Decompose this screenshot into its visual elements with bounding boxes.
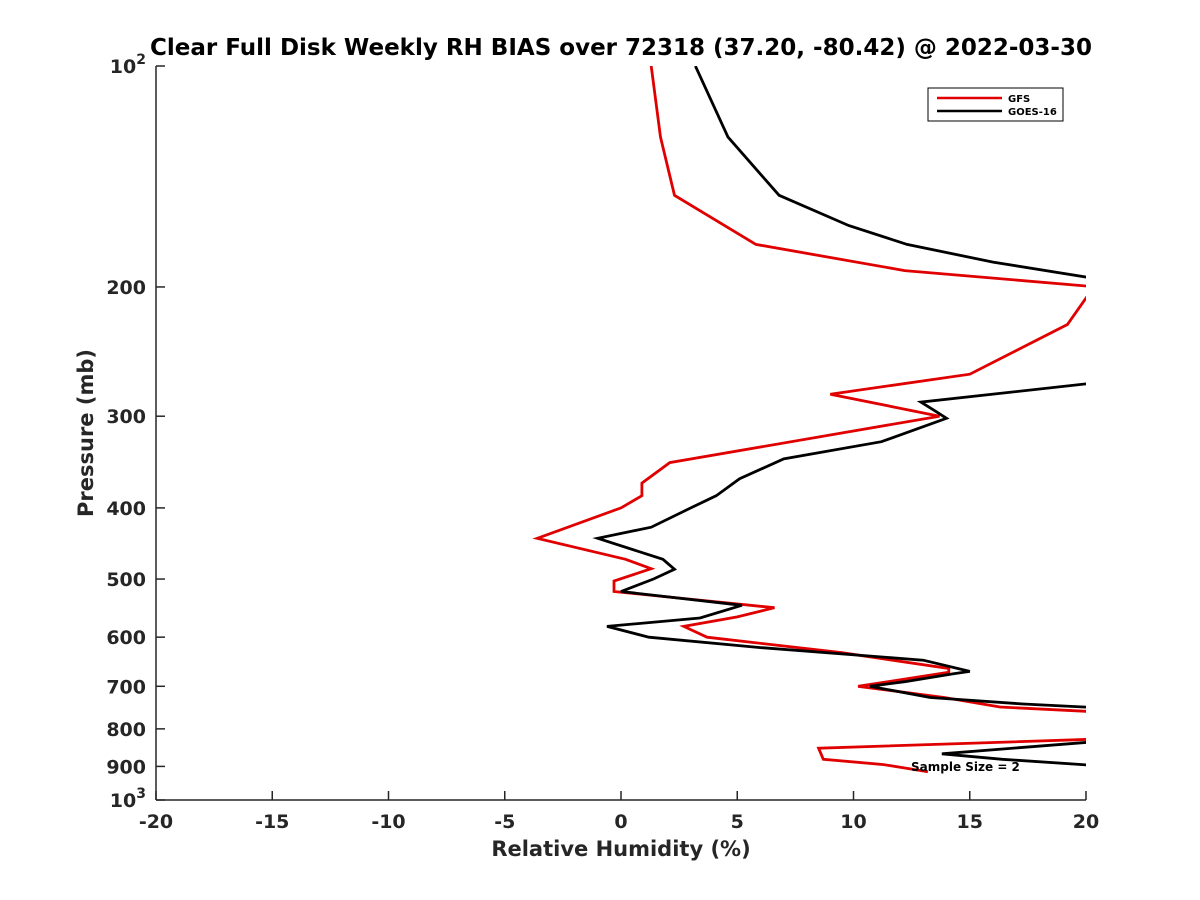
sample-size-annotation: Sample Size = 2 xyxy=(911,760,1020,774)
y-tick-label: 800 xyxy=(106,719,146,741)
axes-layer xyxy=(155,66,1086,801)
y-tick-label: 103 xyxy=(110,786,146,812)
x-tick-label: -20 xyxy=(139,811,173,833)
y-tick-label-base: 700 xyxy=(106,676,146,698)
x-axis-label: Relative Humidity (%) xyxy=(491,837,750,861)
x-tick-label: -5 xyxy=(494,811,515,833)
y-tick-label: 500 xyxy=(106,569,146,591)
x-tick-label: -10 xyxy=(371,811,405,833)
x-ticks: -20 -15 -10 -5 0 5 10 15 20 xyxy=(139,791,1099,833)
x-tick-label: 10 xyxy=(840,811,866,833)
series-layer xyxy=(532,66,1086,774)
series-line-gfs xyxy=(532,66,1086,774)
y-tick-label-base: 10 xyxy=(110,790,136,812)
legend-label: GOES-16 xyxy=(1008,107,1057,118)
x-tick-label: 0 xyxy=(614,811,627,833)
y-tick-label-base: 400 xyxy=(106,498,146,520)
y-tick-label-base: 800 xyxy=(106,719,146,741)
y-tick-label: 600 xyxy=(106,627,146,649)
x-tick-label: 15 xyxy=(957,811,983,833)
chart-title: Clear Full Disk Weekly RH BIAS over 7231… xyxy=(150,35,1092,61)
x-tick-label: -15 xyxy=(255,811,289,833)
y-tick-label-base: 300 xyxy=(106,406,146,428)
y-tick-label: 300 xyxy=(106,406,146,428)
legend: GFS GOES-16 xyxy=(927,87,1064,122)
y-tick-label: 900 xyxy=(106,756,146,778)
legend-label: GFS xyxy=(1008,94,1030,105)
legend-box xyxy=(927,87,1064,122)
y-tick-label: 400 xyxy=(106,498,146,520)
y-tick-label-base: 900 xyxy=(106,756,146,778)
x-tick-label: 20 xyxy=(1073,811,1099,833)
y-tick-label-exponent: 2 xyxy=(136,52,146,68)
y-tick-label: 200 xyxy=(106,277,146,299)
y-tick-label-base: 200 xyxy=(106,277,146,299)
y-tick-label-base: 600 xyxy=(106,627,146,649)
series-line-goes-16 xyxy=(592,66,1086,767)
y-tick-label: 102 xyxy=(110,52,146,78)
x-tick-label: 5 xyxy=(731,811,744,833)
y-tick-label-base: 10 xyxy=(110,56,136,78)
y-tick-label-exponent: 3 xyxy=(136,786,146,802)
y-axis-label: Pressure (mb) xyxy=(74,349,98,517)
y-tick-label: 700 xyxy=(106,676,146,698)
y-tick-label-base: 500 xyxy=(106,569,146,591)
